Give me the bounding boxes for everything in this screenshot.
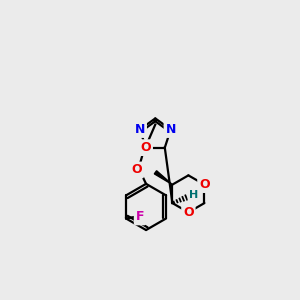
Text: O: O xyxy=(131,164,142,176)
Text: O: O xyxy=(140,141,151,154)
Text: N: N xyxy=(135,123,145,136)
Text: N: N xyxy=(166,123,176,136)
Text: H: H xyxy=(189,190,199,200)
Text: F: F xyxy=(136,211,144,224)
Polygon shape xyxy=(154,171,172,184)
Text: O: O xyxy=(183,206,194,219)
Text: O: O xyxy=(199,178,210,191)
